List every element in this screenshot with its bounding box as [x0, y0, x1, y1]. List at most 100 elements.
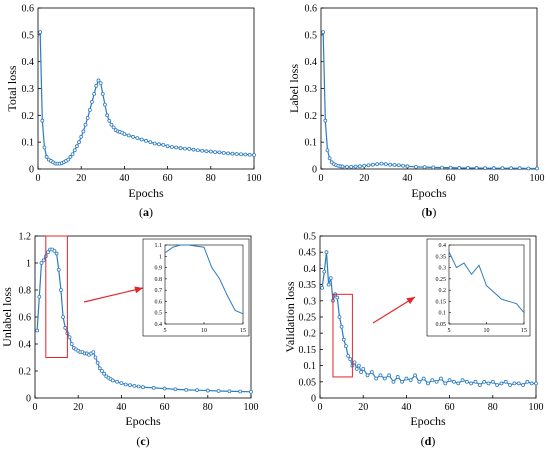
- data-point: [40, 118, 45, 123]
- data-point: [508, 383, 512, 387]
- y-tick-label: 0.45: [299, 248, 317, 259]
- data-point: [42, 145, 47, 150]
- data-point: [327, 156, 332, 161]
- data-point: [395, 375, 400, 379]
- inset-x-tick-label: 5: [448, 328, 451, 334]
- data-point: [465, 166, 470, 170]
- panel-d: 0 20 40 60 80 10000.050.10.150.20.250.30.350.…: [283, 232, 544, 449]
- data-point: [97, 366, 102, 371]
- data-point: [100, 369, 104, 373]
- data-point: [90, 100, 94, 104]
- data-point: [387, 373, 392, 378]
- y-tick-label: 0.2: [22, 111, 35, 122]
- data-point: [230, 151, 235, 156]
- data-point: [123, 382, 128, 387]
- data-point: [392, 163, 397, 167]
- y-tick-label: 0.6: [305, 4, 318, 15]
- data-point: [391, 379, 396, 384]
- y-tick-label: 0.1: [304, 361, 317, 372]
- inset-series-line: [164, 244, 244, 315]
- inset-y-tick-label: 0.4: [439, 243, 447, 249]
- data-point: [234, 152, 239, 156]
- data-point: [85, 116, 90, 120]
- data-point: [195, 388, 199, 393]
- data-point: [243, 152, 248, 157]
- data-point: [152, 141, 157, 146]
- inset-y-tick-label: 1.1: [155, 243, 163, 249]
- x-tick-label: 20: [359, 173, 369, 184]
- y-tick-label: 0.3: [304, 296, 317, 307]
- inset-y-tick-label: 0.35: [436, 254, 447, 260]
- data-point: [477, 383, 482, 387]
- x-tick-label: 20: [358, 402, 368, 413]
- data-point: [374, 376, 379, 381]
- data-point: [46, 250, 50, 255]
- y-axis-label: Unlabel loss: [0, 287, 14, 347]
- data-point: [439, 376, 443, 381]
- data-point: [74, 144, 79, 149]
- data-point: [388, 162, 393, 167]
- data-point: [136, 384, 141, 389]
- data-point: [375, 162, 380, 167]
- data-point: [469, 381, 474, 386]
- data-point: [326, 282, 331, 287]
- data-point: [335, 295, 340, 300]
- y-tick-label: 0.05: [299, 377, 317, 388]
- data-point: [63, 325, 68, 330]
- zoom-arrow-head: [406, 297, 415, 305]
- data-point: [200, 148, 205, 153]
- inset-y-tick-label: 0.2: [439, 288, 447, 294]
- inset-y-tick-label: 0.25: [436, 277, 447, 283]
- y-tick-label: 0.1: [22, 138, 35, 149]
- data-point: [422, 165, 427, 170]
- data-point: [325, 148, 330, 153]
- x-tick-label: 100: [529, 402, 544, 413]
- data-point: [354, 366, 359, 371]
- x-tick-label: 40: [401, 402, 411, 413]
- data-point: [239, 152, 243, 157]
- series-line: [322, 32, 537, 170]
- data-point: [128, 383, 132, 388]
- data-point: [495, 383, 500, 387]
- data-point: [434, 379, 439, 384]
- data-point: [366, 163, 371, 168]
- data-point: [103, 102, 107, 107]
- x-tick-label: 80: [206, 173, 216, 184]
- inset-series-line: [448, 251, 525, 314]
- data-point: [341, 337, 346, 342]
- y-tick-label: 1: [26, 259, 31, 270]
- data-point: [93, 355, 98, 360]
- x-tick-label: 60: [163, 173, 173, 184]
- inset-y-tick-label: 0.05: [436, 322, 447, 328]
- data-point: [421, 376, 426, 381]
- y-tick-label: 0.6: [19, 313, 32, 324]
- data-point: [91, 350, 96, 355]
- data-point: [122, 132, 127, 137]
- data-point: [339, 324, 344, 329]
- data-point: [92, 91, 97, 96]
- data-point: [96, 78, 101, 83]
- data-point: [182, 146, 187, 151]
- x-tick-label: 40: [119, 173, 129, 184]
- inset-y-tick-label: 0.1: [439, 311, 447, 317]
- data-point: [473, 379, 478, 384]
- data-point: [525, 379, 530, 384]
- series-line: [39, 32, 255, 165]
- data-point: [490, 379, 495, 384]
- data-point: [208, 149, 213, 154]
- data-point: [174, 145, 179, 150]
- data-point: [413, 373, 417, 378]
- data-point: [135, 136, 140, 141]
- data-point: [357, 164, 362, 169]
- data-point: [356, 363, 361, 368]
- data-point: [70, 152, 75, 157]
- data-point: [337, 315, 342, 319]
- zoom-arrow: [83, 287, 144, 303]
- panel-caption: (d): [421, 434, 436, 448]
- data-point: [110, 378, 115, 383]
- data-point: [491, 166, 496, 171]
- data-point: [359, 370, 363, 374]
- data-point: [440, 165, 444, 170]
- data-point: [162, 386, 167, 391]
- data-point: [247, 152, 252, 157]
